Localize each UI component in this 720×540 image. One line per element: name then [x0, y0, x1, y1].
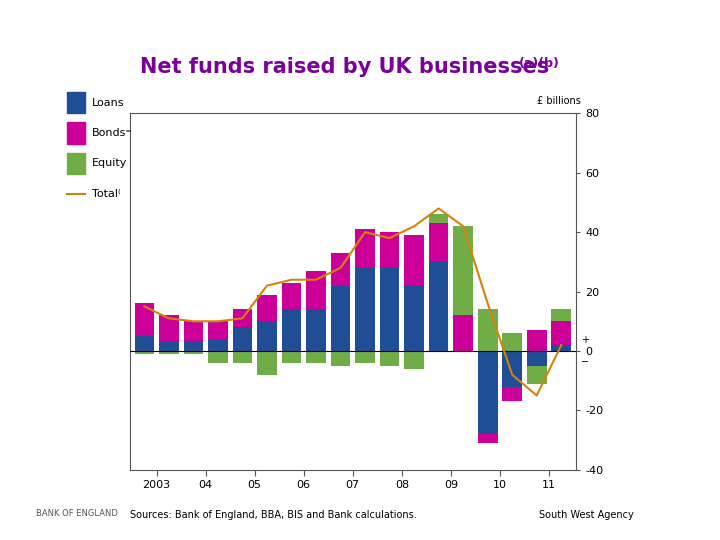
Bar: [379, 351, 400, 366]
Bar: [135, 336, 154, 351]
Bar: [208, 339, 228, 351]
Bar: [355, 351, 375, 363]
Text: Net funds raised by UK businesses: Net funds raised by UK businesses: [140, 57, 549, 77]
Bar: [306, 271, 326, 309]
Text: Equity: Equity: [91, 158, 127, 168]
Text: £ billions: £ billions: [536, 96, 580, 106]
Bar: [159, 342, 179, 351]
Bar: [330, 286, 351, 351]
Bar: [233, 351, 252, 363]
Bar: [306, 309, 326, 351]
Text: South West Agency: South West Agency: [539, 510, 634, 521]
Bar: [478, 309, 498, 351]
Bar: [330, 351, 351, 366]
Bar: [478, 351, 498, 434]
Bar: [257, 295, 276, 321]
Bar: [159, 315, 179, 342]
Bar: [233, 309, 252, 327]
Bar: [306, 351, 326, 363]
Bar: [355, 268, 375, 351]
Bar: [379, 268, 400, 351]
Text: Sources: Bank of England, BBA, BIS and Bank calculations.: Sources: Bank of England, BBA, BIS and B…: [130, 510, 416, 521]
FancyBboxPatch shape: [67, 153, 85, 174]
Text: Total⁽: Total⁽: [91, 188, 120, 199]
Bar: [429, 262, 449, 351]
Bar: [208, 351, 228, 363]
Bar: [527, 330, 546, 351]
Bar: [282, 351, 301, 363]
Bar: [503, 333, 522, 351]
Bar: [552, 345, 571, 351]
Bar: [233, 327, 252, 351]
Bar: [159, 351, 179, 354]
Bar: [429, 223, 449, 262]
Bar: [552, 321, 571, 345]
Bar: [135, 351, 154, 354]
Bar: [355, 229, 375, 268]
Bar: [503, 351, 522, 387]
Bar: [135, 303, 154, 336]
Bar: [330, 253, 351, 286]
Bar: [379, 232, 400, 268]
Bar: [257, 321, 276, 351]
Bar: [478, 434, 498, 443]
Bar: [405, 351, 424, 369]
Bar: [552, 309, 571, 321]
Text: BANK OF ENGLAND: BANK OF ENGLAND: [36, 509, 118, 518]
Bar: [184, 321, 203, 342]
Bar: [429, 214, 449, 223]
Bar: [454, 226, 473, 315]
Bar: [405, 235, 424, 286]
Text: Loans: Loans: [91, 98, 124, 107]
FancyBboxPatch shape: [67, 122, 85, 144]
Bar: [405, 286, 424, 351]
Bar: [527, 351, 546, 366]
Bar: [208, 321, 228, 339]
Bar: [527, 366, 546, 383]
Bar: [257, 351, 276, 375]
Bar: [184, 342, 203, 351]
Bar: [503, 387, 522, 401]
Text: +: +: [581, 335, 589, 345]
Bar: [184, 351, 203, 354]
Bar: [282, 283, 301, 309]
Text: (a)(b): (a)(b): [518, 57, 559, 70]
Text: Bonds⁼: Bonds⁼: [91, 128, 132, 138]
Bar: [454, 315, 473, 351]
Bar: [282, 309, 301, 351]
FancyBboxPatch shape: [67, 92, 85, 113]
Text: −: −: [581, 357, 589, 367]
